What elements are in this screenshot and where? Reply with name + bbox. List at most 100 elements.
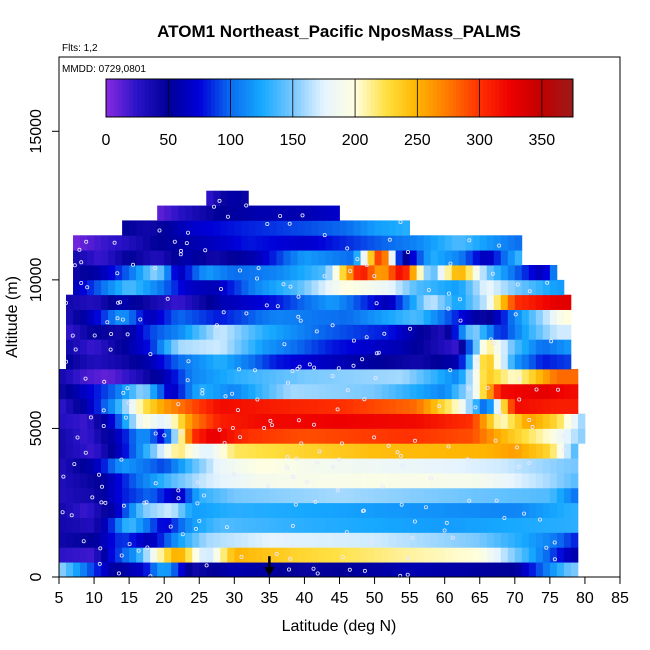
colorbar-swatch bbox=[366, 79, 372, 117]
heatmap-cell bbox=[521, 502, 530, 518]
heatmap-cell bbox=[528, 339, 537, 355]
heatmap-cell bbox=[416, 443, 425, 459]
heatmap-cell bbox=[66, 413, 74, 429]
heatmap-cell bbox=[472, 369, 481, 385]
heatmap-cell bbox=[444, 458, 453, 474]
heatmap-cell bbox=[549, 458, 558, 474]
heatmap-cell bbox=[486, 532, 495, 548]
observation-point bbox=[527, 460, 532, 465]
heatmap-cell bbox=[87, 443, 95, 459]
heatmap-cell bbox=[416, 502, 425, 518]
heatmap-cell bbox=[192, 235, 200, 251]
heatmap-cell bbox=[493, 294, 502, 310]
heatmap-cell bbox=[493, 383, 502, 400]
heatmap-cell bbox=[444, 413, 453, 429]
heatmap-cell bbox=[66, 473, 74, 489]
heatmap-cell bbox=[206, 250, 214, 266]
heatmap-cell bbox=[143, 369, 151, 385]
heatmap-cell bbox=[164, 324, 172, 340]
heatmap-cell bbox=[507, 294, 516, 310]
heatmap-cell bbox=[227, 235, 235, 251]
heatmap-cell bbox=[472, 413, 481, 429]
heatmap-cell bbox=[213, 458, 221, 474]
heatmap-cell bbox=[563, 428, 572, 444]
heatmap-cell bbox=[143, 443, 151, 459]
observation-point bbox=[153, 481, 158, 486]
heatmap-cell bbox=[73, 443, 81, 459]
heatmap-cell bbox=[535, 502, 544, 518]
heatmap-cell bbox=[157, 339, 165, 355]
heatmap-cell bbox=[122, 294, 130, 310]
heatmap-cell bbox=[248, 443, 256, 459]
heatmap-cell bbox=[339, 413, 347, 429]
observation-point bbox=[527, 417, 532, 422]
heatmap-cell bbox=[213, 517, 221, 533]
heatmap-cell bbox=[563, 309, 572, 325]
colorbar-swatch bbox=[569, 79, 574, 117]
heatmap-cell bbox=[241, 324, 249, 340]
heatmap-cell bbox=[465, 532, 474, 548]
heatmap-cell bbox=[206, 383, 214, 400]
heatmap-cell bbox=[262, 324, 270, 340]
heatmap-cell bbox=[143, 562, 151, 578]
observation-point bbox=[348, 269, 353, 274]
heatmap-cell bbox=[94, 354, 102, 370]
heatmap-cell bbox=[269, 413, 277, 429]
heatmap-cell bbox=[486, 324, 495, 340]
observation-point bbox=[364, 262, 369, 267]
heatmap-cell bbox=[206, 443, 214, 459]
heatmap-cell bbox=[108, 324, 116, 340]
colorbar-swatch bbox=[479, 79, 484, 117]
heatmap-cell bbox=[444, 502, 453, 518]
heatmap-cell bbox=[444, 294, 453, 310]
heatmap-cell bbox=[402, 398, 411, 414]
heatmap-cell bbox=[339, 294, 347, 310]
heatmap-cell bbox=[150, 473, 158, 489]
colorbar-swatch bbox=[534, 79, 539, 117]
heatmap-cell bbox=[458, 487, 467, 504]
heatmap-cell bbox=[451, 562, 460, 578]
heatmap-cell bbox=[367, 235, 375, 251]
observation-point bbox=[300, 213, 305, 218]
heatmap-cell bbox=[367, 309, 375, 325]
heatmap-cell bbox=[59, 473, 67, 489]
heatmap-cell bbox=[388, 458, 396, 474]
heatmap-cell bbox=[304, 250, 312, 266]
heatmap-cell bbox=[199, 265, 207, 281]
observation-point bbox=[446, 291, 451, 296]
heatmap-cell bbox=[430, 502, 439, 518]
observation-point bbox=[473, 405, 478, 410]
heatmap-cell bbox=[248, 294, 256, 310]
heatmap-cell bbox=[199, 369, 207, 385]
heatmap-cell bbox=[304, 443, 312, 459]
heatmap-cell bbox=[178, 235, 186, 251]
observation-point bbox=[97, 472, 102, 477]
heatmap-cell bbox=[360, 473, 368, 489]
colorbar-swatch bbox=[448, 79, 453, 117]
colorbar-swatch bbox=[475, 79, 480, 117]
observation-point bbox=[492, 340, 497, 345]
heatmap-cell bbox=[395, 279, 404, 296]
heatmap-cell bbox=[290, 443, 298, 459]
heatmap-cell bbox=[521, 309, 530, 325]
heatmap-cell bbox=[374, 443, 382, 459]
heatmap-cell bbox=[528, 428, 537, 444]
heatmap-cell bbox=[206, 265, 214, 281]
heatmap-cell bbox=[556, 279, 565, 296]
heatmap-cell bbox=[297, 547, 305, 563]
observation-point bbox=[556, 387, 561, 392]
heatmap-cell bbox=[318, 383, 326, 400]
heatmap-cell bbox=[94, 547, 102, 563]
heatmap-cell bbox=[493, 413, 502, 429]
heatmap-cell bbox=[87, 413, 95, 429]
heatmap-cell bbox=[199, 532, 207, 548]
heatmap-cell bbox=[185, 235, 193, 251]
observation-point bbox=[73, 347, 78, 352]
heatmap-cell bbox=[409, 279, 418, 296]
heatmap-cell bbox=[388, 354, 396, 370]
heatmap-cell bbox=[311, 265, 319, 281]
observation-point bbox=[88, 415, 93, 420]
heatmap-cell bbox=[199, 398, 207, 414]
heatmap-cell bbox=[157, 205, 165, 221]
heatmap-cell bbox=[528, 398, 537, 414]
